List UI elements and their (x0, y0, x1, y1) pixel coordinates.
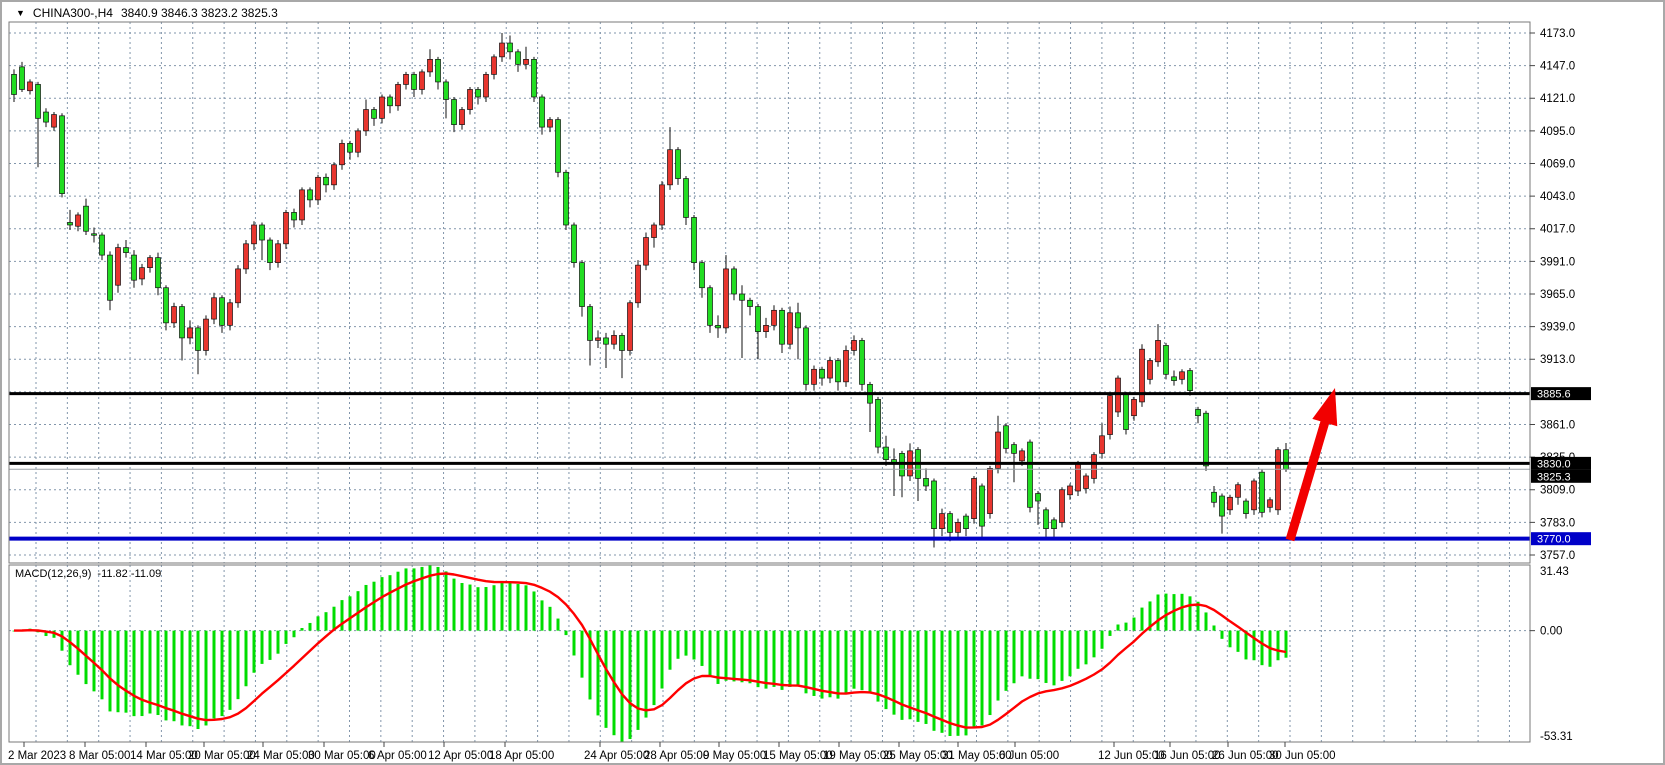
svg-text:3830.0: 3830.0 (1537, 458, 1571, 470)
svg-text:3809.0: 3809.0 (1540, 485, 1575, 497)
svg-text:4095.0: 4095.0 (1540, 126, 1575, 138)
svg-text:24 Apr 05:00: 24 Apr 05:00 (584, 750, 649, 762)
macd-values: -11.82 -11.09 (97, 568, 162, 580)
svg-text:9 May 05:00: 9 May 05:00 (703, 750, 766, 762)
svg-text:15 May 05:00: 15 May 05:00 (763, 750, 833, 762)
svg-text:30 Mar 05:00: 30 Mar 05:00 (308, 750, 376, 762)
svg-text:4121.0: 4121.0 (1540, 93, 1575, 105)
svg-text:18 Apr 05:00: 18 Apr 05:00 (489, 750, 554, 762)
symbol-dropdown-icon[interactable]: ▼ (16, 8, 25, 18)
svg-text:3770.0: 3770.0 (1537, 534, 1571, 546)
svg-text:14 Mar 05:00: 14 Mar 05:00 (130, 750, 198, 762)
svg-text:25 May 05:00: 25 May 05:00 (883, 750, 953, 762)
svg-text:3861.0: 3861.0 (1540, 419, 1575, 431)
svg-text:6 Jun 05:00: 6 Jun 05:00 (999, 750, 1059, 762)
svg-text:6 Apr 05:00: 6 Apr 05:00 (368, 750, 427, 762)
svg-text:16 Jun 05:00: 16 Jun 05:00 (1154, 750, 1221, 762)
svg-text:3913.0: 3913.0 (1540, 354, 1575, 366)
svg-text:0.00: 0.00 (1540, 626, 1562, 638)
svg-text:26 Jun 05:00: 26 Jun 05:00 (1212, 750, 1279, 762)
svg-text:8 Mar 05:00: 8 Mar 05:00 (69, 750, 130, 762)
svg-text:3757.0: 3757.0 (1540, 550, 1575, 562)
ohlc-values: 3840.9 3846.3 3823.2 3825.3 (120, 6, 278, 20)
price-axis-labels: 4173.0 4147.0 4121.0 4095.0 4069.0 4043.0 4017… (1530, 28, 1575, 743)
macd-title: MACD(12,26,9) (15, 568, 92, 580)
trend-arrow[interactable] (1285, 388, 1338, 542)
svg-text:31.43: 31.43 (1540, 566, 1569, 578)
svg-text:19 May 05:00: 19 May 05:00 (823, 750, 893, 762)
svg-text:24 Mar 05:00: 24 Mar 05:00 (247, 750, 315, 762)
svg-text:12 Apr 05:00: 12 Apr 05:00 (428, 750, 493, 762)
svg-text:4173.0: 4173.0 (1540, 28, 1575, 40)
price-level-badges: 3885.6 3830.0 3770.0 3825.3 (1531, 387, 1591, 546)
svg-text:4069.0: 4069.0 (1540, 158, 1575, 170)
svg-text:-53.31: -53.31 (1540, 731, 1573, 743)
svg-text:4043.0: 4043.0 (1540, 191, 1575, 203)
panel-frames (8, 21, 1531, 743)
svg-text:30 Jun 05:00: 30 Jun 05:00 (1269, 750, 1336, 762)
svg-text:2 Mar 2023: 2 Mar 2023 (8, 750, 66, 762)
svg-text:3783.0: 3783.0 (1540, 517, 1575, 529)
svg-text:4147.0: 4147.0 (1540, 61, 1575, 73)
svg-text:4017.0: 4017.0 (1540, 224, 1575, 236)
svg-text:12 Jun 05:00: 12 Jun 05:00 (1098, 750, 1165, 762)
horizontal-level-lines[interactable] (9, 392, 1530, 541)
macd-indicator (9, 565, 1530, 742)
svg-text:28 Apr 05:00: 28 Apr 05:00 (644, 750, 709, 762)
svg-text:3885.6: 3885.6 (1537, 389, 1571, 401)
chart-title-bar: ▼ CHINA300-,H4 3840.9 3846.3 3823.2 3825… (16, 6, 278, 20)
candlestick-series (11, 33, 1289, 548)
macd-indicator-label: MACD(12,26,9) -11.82 -11.09 (15, 568, 161, 580)
svg-text:3991.0: 3991.0 (1540, 256, 1575, 268)
svg-text:20 Mar 05:00: 20 Mar 05:00 (188, 750, 256, 762)
svg-text:3965.0: 3965.0 (1540, 289, 1575, 301)
svg-text:3825.3: 3825.3 (1537, 471, 1571, 483)
svg-text:31 May 05:00: 31 May 05:00 (942, 750, 1012, 762)
symbol-period-label: CHINA300-,H4 (32, 6, 113, 20)
svg-text:3939.0: 3939.0 (1540, 322, 1575, 334)
